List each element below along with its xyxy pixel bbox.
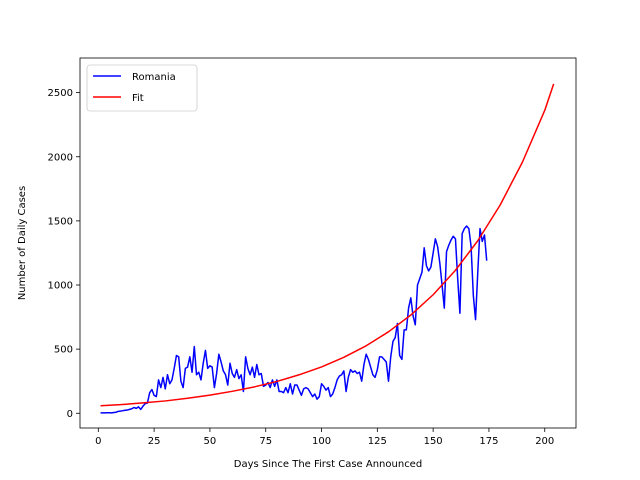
x-axis-ticks: 0 25 50 75 100 125 150 175 200 [95,428,554,447]
x-tick-label: 150 [424,436,443,447]
y-tick-label: 2500 [48,88,73,99]
y-axis-label: Number of Daily Cases [17,186,28,300]
legend-label-fit: Fit [132,93,144,104]
plot-area [80,58,576,428]
series-layer [100,83,555,414]
x-tick-label: 0 [95,436,101,447]
x-tick-label: 200 [535,436,554,447]
x-tick-label: 125 [368,436,387,447]
x-tick-label: 175 [479,436,498,447]
x-tick-label: 50 [204,436,217,447]
x-tick-label: 100 [312,436,331,447]
y-tick-label: 1000 [48,281,73,292]
y-tick-label: 0 [67,409,73,420]
plot-frame [79,57,577,429]
series-line-fit [100,83,555,407]
y-axis-ticks: 0 500 1000 1500 2000 2500 [48,88,80,420]
x-axis-label: Days Since The First Case Announced [234,459,422,470]
x-tick-label: 75 [259,436,272,447]
legend: Romania Fit [86,64,198,112]
series-line-romania [100,225,488,414]
y-tick-label: 2000 [48,152,73,163]
x-tick-label: 25 [148,436,161,447]
legend-label-romania: Romania [132,72,176,83]
y-tick-label: 500 [54,345,73,356]
y-tick-label: 1500 [48,216,73,227]
